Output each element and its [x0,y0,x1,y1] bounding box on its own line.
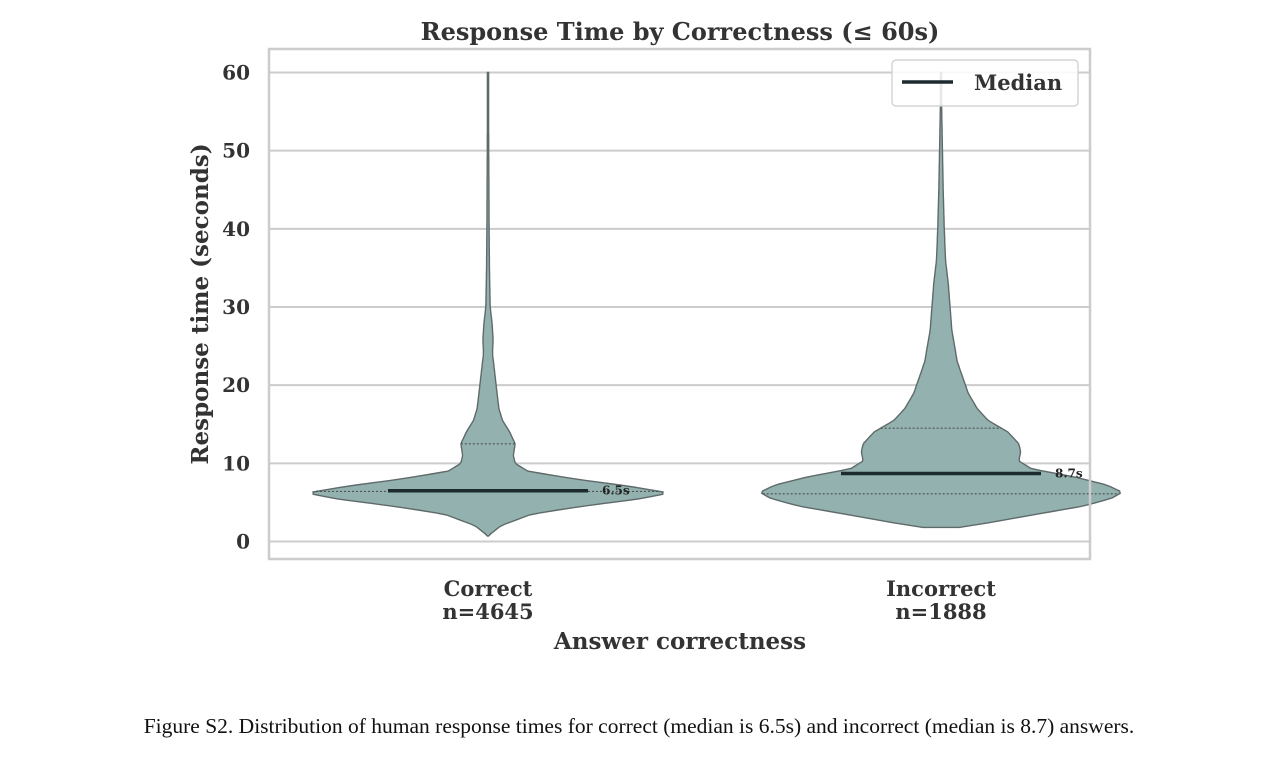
y-tick-label: 10 [222,451,250,475]
y-tick-label: 20 [222,373,250,397]
median-value-label: 8.7s [1055,466,1083,480]
x-axis-label: Answer correctness [553,628,806,655]
y-tick-label: 30 [222,295,250,319]
violin-body [760,71,1122,529]
x-category-count: n=1888 [895,599,986,624]
legend: Median [891,59,1079,107]
plot-frame [267,47,1092,561]
figure-caption: Figure S2. Distribution of human respons… [143,714,1135,738]
violin-body [312,71,664,537]
violin-chart: Response Time by Correctness (≤ 60s) 6.5… [187,17,1122,655]
violins: 6.5s 8.7s [312,71,1122,537]
y-tick-label: 0 [236,530,250,554]
x-category-count: n=4645 [442,599,533,624]
chart-title: Response Time by Correctness (≤ 60s) [421,17,940,46]
legend-median-label: Median [974,70,1062,95]
y-tick-label: 50 [222,139,250,163]
gridlines [269,71,1090,543]
x-category-label: Correct [444,576,533,601]
y-tick-label: 40 [222,217,250,241]
y-tick-label: 60 [222,61,250,85]
median-value-label: 6.5s [602,484,630,498]
y-axis-label: Response time (seconds) [187,143,214,464]
y-axis-ticks: 0 10 20 30 40 50 60 [222,61,250,554]
legend-box [891,59,1079,107]
x-category-label: Incorrect [886,576,996,601]
